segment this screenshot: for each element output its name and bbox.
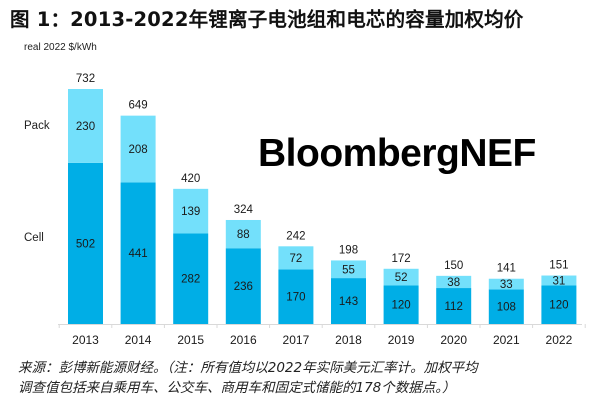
data-label-pack-2013: 230 xyxy=(76,121,95,133)
x-tick-label-2019: 2019 xyxy=(388,333,415,347)
bar-pack-2018 xyxy=(331,260,366,279)
bar-cell-2017 xyxy=(278,269,314,324)
bar-cell-2013 xyxy=(68,162,103,324)
data-label-total-2020: 150 xyxy=(444,260,463,272)
data-label-total-2014: 649 xyxy=(129,100,148,112)
data-label-pack-2014: 208 xyxy=(129,144,148,156)
data-label-total-2013: 732 xyxy=(76,73,95,85)
data-label-total-2018: 198 xyxy=(339,244,358,256)
data-label-pack-2020: 38 xyxy=(447,277,460,289)
data-label-pack-2016: 88 xyxy=(237,229,250,241)
bar-pack-2021 xyxy=(488,278,524,290)
bloombergnef-logo: BloombergNEF xyxy=(258,132,536,175)
x-tick-label-2021: 2021 xyxy=(493,333,520,347)
bar-pack-2019 xyxy=(383,268,419,286)
x-tick-label-2014: 2014 xyxy=(125,333,152,347)
x-tick-label-2015: 2015 xyxy=(177,333,204,347)
data-label-pack-2017: 72 xyxy=(290,253,303,265)
data-label-pack-2019: 52 xyxy=(395,272,408,284)
data-label-cell-2013: 502 xyxy=(76,238,95,250)
legend-label-pack: Pack xyxy=(24,120,50,132)
x-tick-label-2016: 2016 xyxy=(230,333,257,347)
y-axis-label: real 2022 $/kWh xyxy=(24,42,97,53)
data-label-cell-2018: 143 xyxy=(339,296,358,308)
data-label-pack-2021: 33 xyxy=(500,279,513,291)
bar-pack-2017 xyxy=(278,246,314,270)
bar-pack-2022 xyxy=(541,275,577,286)
x-tick-label-2018: 2018 xyxy=(335,333,362,347)
bar-pack-2020 xyxy=(436,275,472,289)
legend-label-cell: Cell xyxy=(24,232,44,244)
data-label-cell-2017: 170 xyxy=(286,292,305,304)
data-label-pack-2022: 31 xyxy=(553,275,566,287)
source-note-line-1: 来源：彭博新能源财经。（注：所有值均以2022年实际美元汇率计。加权平均 xyxy=(18,360,478,376)
x-tick-label-2020: 2020 xyxy=(440,333,467,347)
x-tick-label-2017: 2017 xyxy=(283,333,310,347)
data-label-total-2021: 141 xyxy=(497,263,516,275)
bar-cell-2016 xyxy=(225,248,261,324)
bar-cell-2018 xyxy=(331,278,366,324)
data-label-cell-2016: 236 xyxy=(234,281,253,293)
data-label-total-2017: 242 xyxy=(286,230,305,242)
chart-title: 图 1：2013-2022年锂离子电池组和电芯的容量加权均价 xyxy=(10,8,524,31)
data-label-total-2015: 420 xyxy=(181,173,200,185)
source-note: 来源：彭博新能源财经。（注：所有值均以2022年实际美元汇率计。加权平均 调查值… xyxy=(18,358,478,398)
data-label-cell-2020: 112 xyxy=(445,301,463,313)
data-label-cell-2022: 120 xyxy=(549,300,568,312)
data-label-pack-2015: 139 xyxy=(181,206,200,218)
bar-cell-2022 xyxy=(541,285,577,324)
data-label-cell-2021: 108 xyxy=(497,302,516,314)
bar-cell-2021 xyxy=(488,289,524,324)
data-label-pack-2018: 55 xyxy=(342,264,355,276)
data-label-total-2016: 324 xyxy=(234,204,254,216)
source-note-line-2: 调查值包括来自乘用车、公交车、商用车和固定式储能的178个数据点。） xyxy=(18,380,456,396)
bar-pack-2015 xyxy=(173,188,209,234)
data-label-total-2022: 151 xyxy=(549,260,568,272)
bar-cell-2014 xyxy=(120,182,156,324)
bar-cell-2019 xyxy=(383,285,419,324)
x-tick-label-2013: 2013 xyxy=(72,333,99,347)
data-label-cell-2015: 282 xyxy=(181,274,200,286)
bar-pack-2016 xyxy=(225,219,261,249)
bar-cell-2020 xyxy=(436,288,472,324)
bar-pack-2014 xyxy=(120,115,156,183)
bar-cell-2015 xyxy=(173,233,209,324)
data-label-cell-2014: 441 xyxy=(129,248,148,260)
x-tick-label-2022: 2022 xyxy=(546,333,573,347)
data-label-cell-2019: 120 xyxy=(392,300,411,312)
data-label-total-2019: 172 xyxy=(392,253,411,265)
bar-pack-2013 xyxy=(68,89,103,163)
